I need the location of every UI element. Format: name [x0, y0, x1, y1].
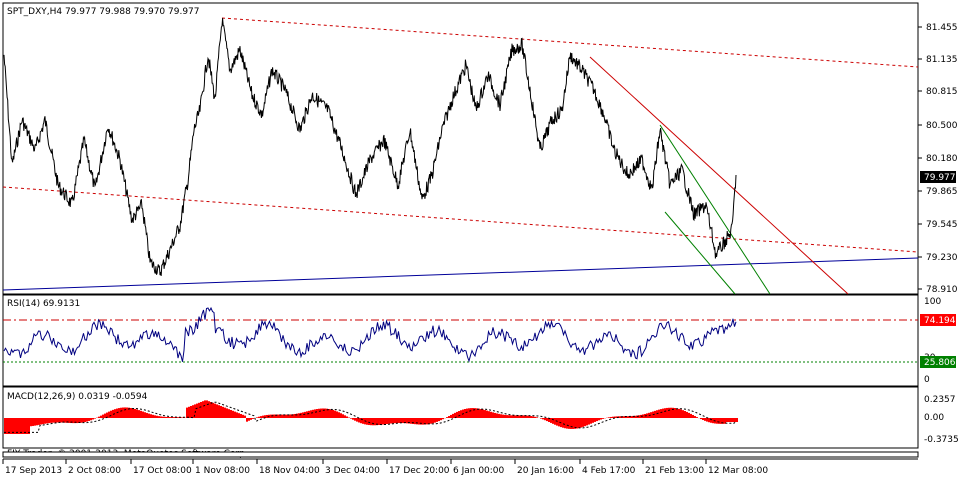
rsi-axis-label-0: 0: [924, 375, 930, 385]
time-axis-label: 17 Dec 20:00: [389, 466, 450, 476]
price-axis-label: 81.135: [926, 55, 958, 65]
price-panel-title: SPT_DXY,H4 79.977 79.988 79.970 79.977: [7, 7, 200, 17]
time-axis-label: 4 Feb 17:00: [582, 466, 636, 476]
price-axis: 81.455 81.135 80.815 80.500 80.180 79.865 79.5…: [918, 23, 958, 295]
rsi-upper-level-label: 74.194: [924, 316, 956, 326]
price-axis-label: 79.545: [926, 220, 958, 230]
price-axis-label: 80.815: [926, 87, 958, 97]
support-line[interactable]: [2, 257, 919, 291]
price-axis-label: 79.230: [926, 253, 958, 263]
wedge-lower-line[interactable]: [664, 211, 736, 295]
rsi-axis-label-100: 100: [924, 297, 941, 307]
price-panel[interactable]: SPT_DXY,H4 79.977 79.988 79.970 79.977 8…: [2, 2, 958, 295]
price-axis-label: 78.910: [926, 285, 958, 295]
time-axis-label: 3 Dec 04:00: [325, 466, 380, 476]
rsi-lower-level-label: 25.806: [924, 358, 956, 368]
rsi-line: [3, 306, 737, 363]
wedge-upper-line[interactable]: [659, 124, 771, 295]
macd-axis-label-zero: 0.00: [924, 413, 944, 423]
time-axis-label: 17 Oct 08:00: [133, 466, 192, 476]
price-axis-label: 80.180: [926, 154, 958, 164]
time-axis-label: 18 Nov 04:00: [259, 466, 320, 476]
macd-panel-title: MACD(12,26,9) 0.0319 -0.0594: [7, 392, 148, 402]
lower-channel-line[interactable]: [2, 186, 919, 253]
time-axis-label: 6 Jan 00:00: [453, 466, 505, 476]
price-axis-label: 80.500: [926, 121, 958, 131]
macd-signal-line: [4, 401, 737, 433]
current-price-flag: 79.977: [920, 171, 956, 183]
time-axis-label: 20 Jan 16:00: [517, 466, 574, 476]
price-axis-label: 79.865: [926, 187, 958, 197]
time-axis-label: 12 Mar 08:00: [708, 466, 768, 476]
time-axis-label: 21 Feb 13:00: [645, 466, 704, 476]
rsi-panel-title: RSI(14) 69.9131: [7, 299, 80, 309]
time-axis-label: 17 Sep 2013: [5, 466, 62, 476]
macd-panel[interactable]: MACD(12,26,9) 0.0319 -0.0594 0.2357 0.00…: [2, 386, 959, 459]
price-axis-label: 81.455: [926, 23, 958, 33]
time-axis-label: 1 Nov 08:00: [195, 466, 250, 476]
rsi-panel[interactable]: RSI(14) 69.9131 100 30 0 74.194 25.806: [2, 294, 956, 387]
chart-scroll-strip[interactable]: [2, 451, 919, 458]
macd-axis-label-bottom: -0.3735: [924, 435, 959, 445]
rsi-lower-flag: 25.806: [920, 356, 956, 368]
resistance-line[interactable]: [589, 56, 849, 295]
upper-channel-line[interactable]: [221, 17, 919, 68]
time-axis: 17 Sep 2013 2 Oct 08:00 17 Oct 08:00 1 Nov …: [2, 459, 768, 476]
price-line: [3, 18, 737, 276]
rsi-upper-flag: 74.194: [920, 314, 956, 326]
macd-axis-label-top: 0.2357: [924, 395, 956, 405]
time-axis-label: 2 Oct 08:00: [68, 466, 121, 476]
trend-lines[interactable]: [2, 17, 919, 295]
current-price-label: 79.977: [924, 173, 956, 183]
macd-histogram: [4, 400, 738, 434]
